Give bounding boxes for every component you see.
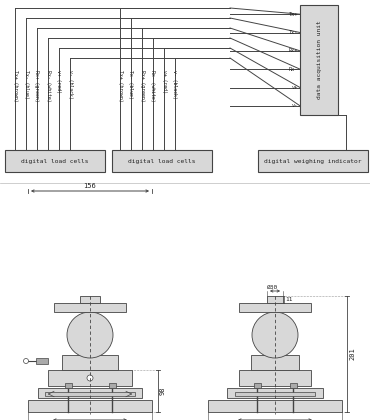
Bar xyxy=(300,5,338,115)
Text: Tx-: Tx- xyxy=(289,30,298,35)
Text: data acquisition unit: data acquisition unit xyxy=(316,21,322,100)
Bar xyxy=(258,150,368,172)
Text: v+ (red): v+ (red) xyxy=(57,70,61,93)
Text: Rx- (white): Rx- (white) xyxy=(151,70,155,102)
Text: digital load cells: digital load cells xyxy=(21,158,89,163)
Bar xyxy=(48,370,132,386)
Bar xyxy=(64,383,71,388)
Text: Tx- (blue): Tx- (blue) xyxy=(128,70,134,99)
Bar xyxy=(45,392,135,396)
Text: Rx+ (green): Rx+ (green) xyxy=(34,70,40,102)
Bar xyxy=(267,296,283,303)
Bar xyxy=(62,355,118,370)
Bar xyxy=(208,400,342,412)
Circle shape xyxy=(67,312,113,358)
Text: Tx+ (brown): Tx+ (brown) xyxy=(118,70,122,102)
Text: v- (black): v- (black) xyxy=(172,70,178,99)
Text: digital weighing indicator: digital weighing indicator xyxy=(264,158,362,163)
Bar xyxy=(251,355,299,370)
Bar xyxy=(227,388,323,398)
Text: 156: 156 xyxy=(84,183,96,189)
Bar xyxy=(112,150,212,172)
Bar xyxy=(36,358,48,364)
Text: 98: 98 xyxy=(160,387,166,395)
Bar xyxy=(108,383,115,388)
Bar xyxy=(38,388,142,398)
Bar xyxy=(54,303,126,312)
Text: v+: v+ xyxy=(292,85,298,90)
Bar xyxy=(5,150,105,172)
Circle shape xyxy=(252,312,298,358)
Text: Rx+ (green): Rx+ (green) xyxy=(139,70,145,102)
Text: v+ (red): v+ (red) xyxy=(161,70,166,93)
Circle shape xyxy=(87,375,93,381)
Text: Tx- (blue): Tx- (blue) xyxy=(24,70,28,99)
Bar xyxy=(80,296,100,303)
Text: Tx+: Tx+ xyxy=(289,12,298,17)
Circle shape xyxy=(24,359,28,363)
Text: digital load cells: digital load cells xyxy=(128,158,196,163)
Text: Ø30: Ø30 xyxy=(267,285,278,290)
Bar xyxy=(253,383,260,388)
Bar xyxy=(239,370,311,386)
Bar xyxy=(289,383,296,388)
Bar xyxy=(28,400,152,412)
Text: Tx+ (brown): Tx+ (brown) xyxy=(13,70,17,102)
Text: Rx- (white): Rx- (white) xyxy=(46,70,50,102)
Text: v-: v- xyxy=(292,103,298,108)
Bar xyxy=(235,392,315,396)
Text: v- (black): v- (black) xyxy=(67,70,73,99)
Text: 201: 201 xyxy=(349,348,355,360)
Bar xyxy=(239,303,311,312)
Text: 11: 11 xyxy=(285,297,293,302)
Text: Rx+: Rx+ xyxy=(289,48,298,53)
Text: Rx-: Rx- xyxy=(289,67,298,72)
